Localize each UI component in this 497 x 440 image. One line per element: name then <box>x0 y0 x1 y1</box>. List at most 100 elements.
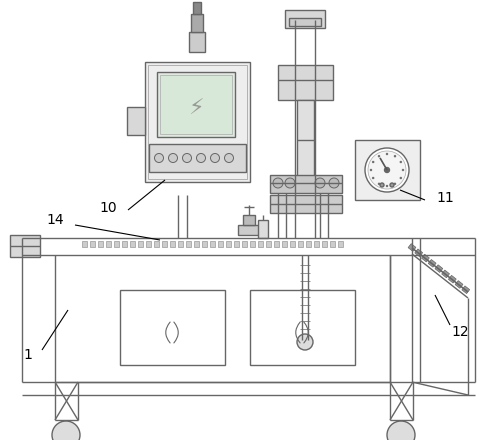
Bar <box>290 241 295 247</box>
Bar <box>106 241 111 247</box>
Bar <box>210 241 215 247</box>
Bar <box>120 290 225 365</box>
Bar <box>218 241 223 247</box>
Circle shape <box>402 169 404 171</box>
Bar <box>270 195 342 213</box>
Bar <box>160 75 232 134</box>
Circle shape <box>370 169 372 171</box>
Bar <box>285 10 325 28</box>
Circle shape <box>394 183 396 185</box>
Circle shape <box>315 178 325 188</box>
Bar <box>226 241 231 247</box>
Text: 12: 12 <box>451 325 469 339</box>
Circle shape <box>394 155 396 157</box>
Bar <box>306 241 311 247</box>
Bar <box>330 241 335 247</box>
Circle shape <box>386 185 388 187</box>
Circle shape <box>182 154 191 162</box>
Bar <box>408 244 416 251</box>
Circle shape <box>329 178 339 188</box>
Bar <box>157 72 235 137</box>
Bar <box>442 270 449 278</box>
Bar <box>250 290 355 365</box>
Bar <box>338 241 343 247</box>
Circle shape <box>285 178 295 188</box>
Bar <box>298 241 303 247</box>
Bar <box>114 241 119 247</box>
Bar <box>202 241 207 247</box>
Circle shape <box>385 168 390 172</box>
Bar <box>189 32 205 52</box>
Bar <box>90 241 95 247</box>
Circle shape <box>52 421 80 440</box>
Bar <box>448 275 456 283</box>
Bar <box>193 2 201 14</box>
Circle shape <box>386 153 388 155</box>
Circle shape <box>387 421 415 440</box>
Circle shape <box>155 154 164 162</box>
Bar <box>138 241 143 247</box>
Bar <box>258 241 263 247</box>
Bar <box>455 281 463 288</box>
Bar <box>266 241 271 247</box>
Bar <box>98 241 103 247</box>
Bar <box>130 241 135 247</box>
Bar <box>82 241 87 247</box>
Text: 10: 10 <box>99 201 117 215</box>
Bar <box>194 241 199 247</box>
Circle shape <box>368 151 406 189</box>
Bar <box>170 241 175 247</box>
Bar <box>250 241 255 247</box>
Bar <box>274 241 279 247</box>
Bar <box>162 241 167 247</box>
Circle shape <box>365 148 409 192</box>
Bar <box>148 65 247 179</box>
Bar <box>178 241 183 247</box>
Text: ⚡: ⚡ <box>188 99 204 119</box>
Circle shape <box>211 154 220 162</box>
Bar <box>191 14 203 32</box>
Bar <box>122 241 127 247</box>
Bar <box>314 241 319 247</box>
Bar <box>289 18 321 26</box>
Bar <box>428 260 436 267</box>
Bar <box>258 220 268 238</box>
Bar <box>127 107 145 135</box>
Bar <box>243 215 255 225</box>
Bar <box>435 265 443 272</box>
Text: 1: 1 <box>23 348 32 362</box>
Text: 14: 14 <box>46 213 64 227</box>
Circle shape <box>380 183 384 187</box>
Bar <box>145 62 250 182</box>
Bar <box>355 140 420 200</box>
Circle shape <box>390 183 394 187</box>
Bar <box>186 241 191 247</box>
Bar <box>242 241 247 247</box>
Bar <box>154 241 159 247</box>
Bar <box>238 225 260 235</box>
Circle shape <box>168 154 177 162</box>
Circle shape <box>225 154 234 162</box>
Bar <box>278 65 333 100</box>
Text: 11: 11 <box>436 191 454 205</box>
Bar <box>282 241 287 247</box>
Circle shape <box>400 161 402 163</box>
Circle shape <box>297 334 313 350</box>
Bar <box>149 144 246 172</box>
Circle shape <box>372 177 374 179</box>
Bar <box>270 175 342 193</box>
Bar <box>462 286 470 293</box>
Circle shape <box>400 177 402 179</box>
Circle shape <box>196 154 205 162</box>
Bar <box>415 249 422 257</box>
Bar <box>297 100 314 180</box>
Circle shape <box>378 155 380 157</box>
Bar <box>322 241 327 247</box>
Bar <box>234 241 239 247</box>
Bar <box>10 235 40 257</box>
Circle shape <box>273 178 283 188</box>
Circle shape <box>378 183 380 185</box>
Bar <box>421 254 429 262</box>
Circle shape <box>372 161 374 163</box>
Bar <box>146 241 151 247</box>
